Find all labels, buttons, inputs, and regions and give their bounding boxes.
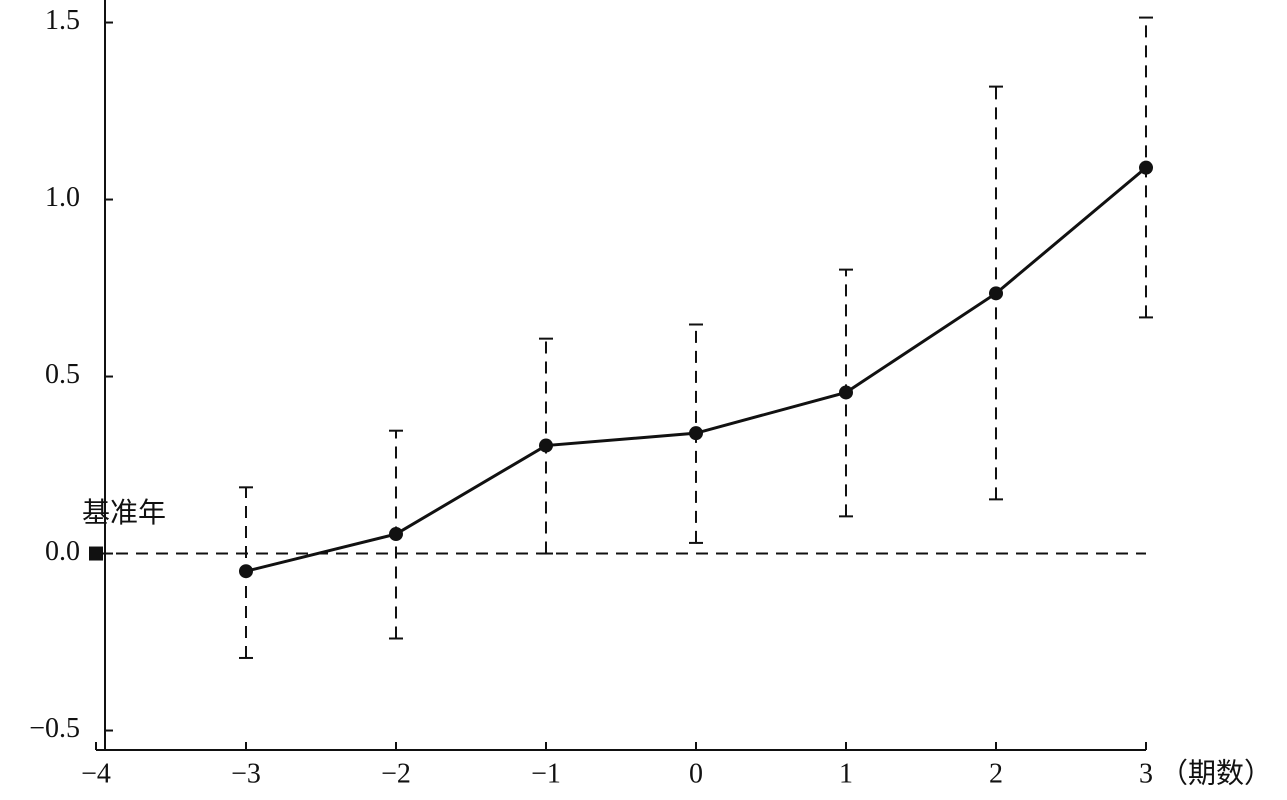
point [989, 286, 1003, 301]
point [689, 426, 703, 441]
point [239, 564, 253, 579]
y-tick-label: 1.5 [45, 5, 80, 36]
base-point [89, 546, 103, 561]
y-tick-label: 0.5 [45, 359, 80, 390]
point [539, 438, 553, 453]
x-tick-label: 1 [839, 758, 853, 789]
x-tick-label: 0 [689, 758, 703, 789]
x-tick-label: 3 [1139, 758, 1153, 789]
y-tick-label: 1.0 [45, 182, 80, 213]
y-tick-label: 0.0 [45, 536, 80, 567]
base-label: 基准年 [82, 497, 166, 529]
x-tick-label: −3 [231, 758, 261, 789]
point [389, 527, 403, 542]
x-tick-label: 2 [989, 758, 1003, 789]
point [839, 385, 853, 400]
x-tick-label: −4 [81, 758, 111, 789]
x-tick-label: −2 [381, 758, 411, 789]
x-axis-label: （期数） [1160, 757, 1272, 789]
line [245, 166, 1147, 573]
x-tick-label: −1 [531, 758, 561, 789]
point [1139, 160, 1153, 175]
y-tick-label: −0.5 [29, 713, 80, 744]
